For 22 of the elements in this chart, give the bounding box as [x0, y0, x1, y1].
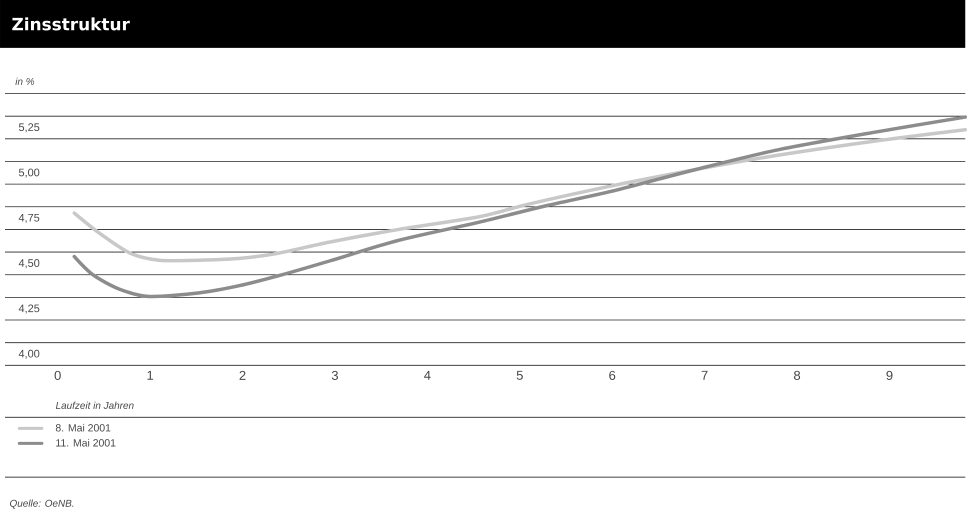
legend-label: 8. Mai 2001: [56, 424, 110, 432]
x-tick-label: 2: [240, 370, 246, 380]
chart-title: Zinsstruktur: [12, 17, 130, 30]
y-tick-label: 4,00: [18, 350, 40, 359]
x-tick-label: 4: [424, 370, 431, 380]
x-tick-label: 0: [54, 370, 61, 380]
x-tick-label: 8: [794, 370, 800, 380]
y-tick-label: 4,50: [18, 259, 40, 268]
y-tick-label: 4,75: [18, 214, 40, 223]
y-tick-label: 5,25: [18, 123, 40, 132]
source-note: Quelle: OeNB.: [10, 500, 74, 509]
x-axis-title: Laufzeit in Jahren: [56, 402, 134, 409]
x-tick-label: 9: [886, 370, 892, 380]
y-tick-label: 5,00: [18, 168, 40, 178]
legend-label: 11. Mai 2001: [56, 438, 116, 447]
x-tick-label: 5: [516, 370, 523, 380]
x-tick-label: 6: [609, 370, 616, 380]
x-tick-label: 7: [702, 370, 708, 380]
y-axis-title: in %: [15, 78, 34, 85]
y-tick-label: 4,25: [18, 304, 40, 314]
x-tick-label: 3: [332, 370, 338, 380]
x-tick-label: 1: [147, 370, 154, 380]
